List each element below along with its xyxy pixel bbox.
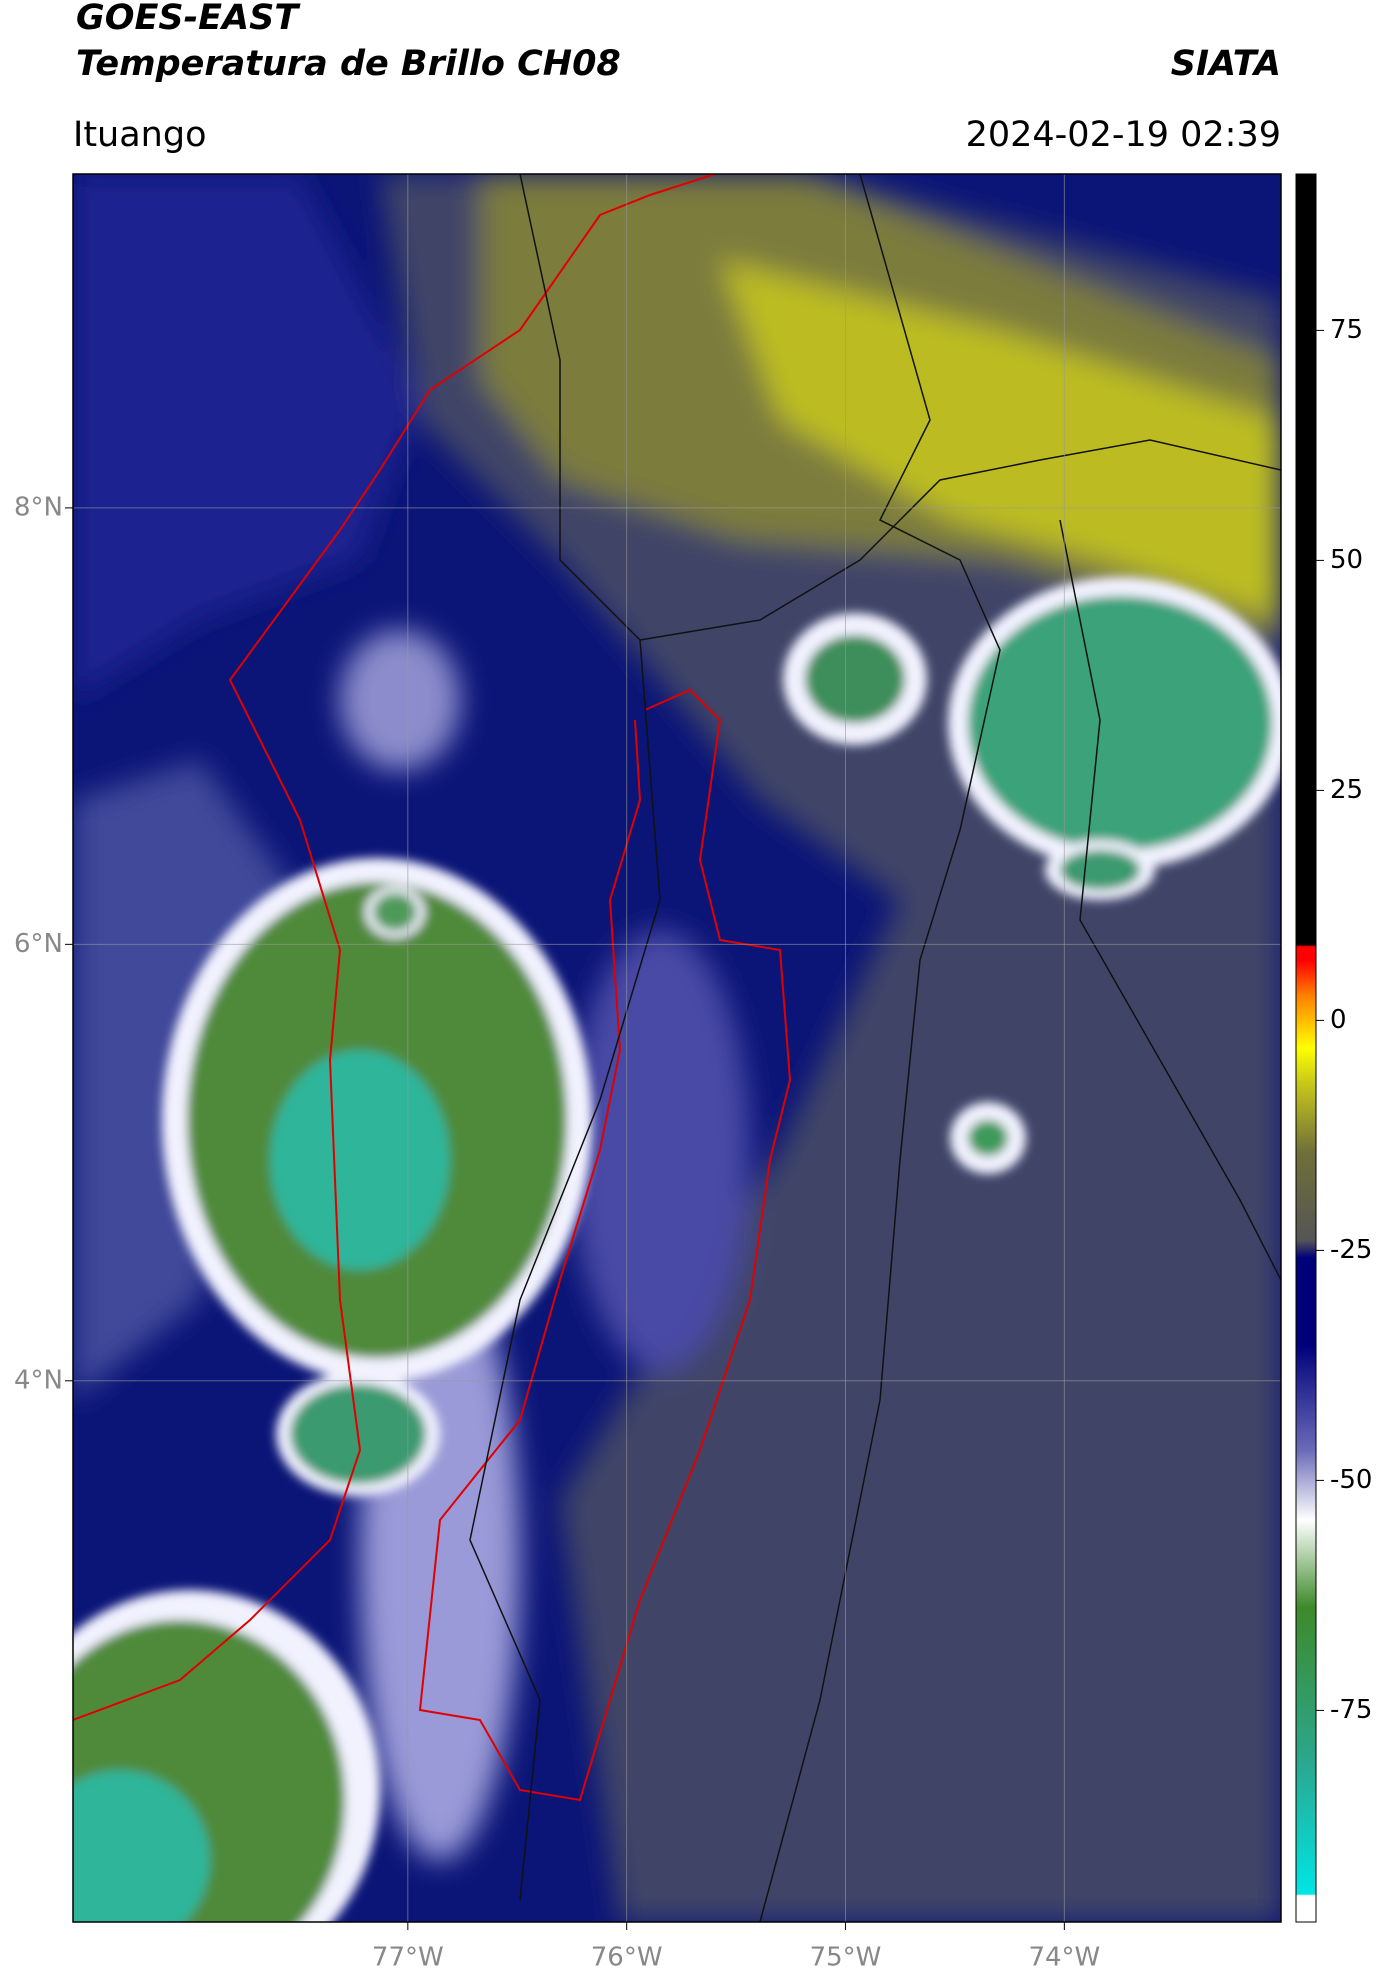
colorbar-tick-label: 50	[1330, 545, 1363, 575]
colorbar-tick-label: -50	[1330, 1465, 1372, 1495]
title: GOES-EAST	[76, 0, 301, 38]
y-tick-label: 4°N	[14, 1365, 63, 1395]
y-tick-label: 8°N	[14, 492, 63, 522]
colorbar-tick-label: 25	[1330, 775, 1363, 805]
location: Ituango	[73, 115, 207, 155]
x-tick-label: 76°W	[591, 1943, 663, 1973]
x-tick-label: 77°W	[372, 1943, 444, 1973]
colorbar-tick-label: -25	[1330, 1235, 1372, 1265]
colorbar	[1295, 173, 1317, 1923]
map-image	[73, 174, 1281, 1922]
colorbar-tick-label: 75	[1330, 315, 1363, 345]
x-tick-label: 75°W	[810, 1943, 882, 1973]
datetime: 2024-02-19 02:39	[966, 115, 1281, 155]
y-tick-label: 6°N	[14, 929, 63, 959]
colorbar-tick-label: -75	[1330, 1695, 1372, 1725]
subtitle: Temperatura de Brillo CH08	[76, 44, 621, 84]
colorbar-tick-label: 0	[1330, 1005, 1347, 1035]
grid	[73, 174, 1281, 1922]
x-tick-label: 74°W	[1028, 1943, 1100, 1973]
map-frame	[72, 173, 1282, 1923]
source: SIATA	[1171, 44, 1281, 84]
